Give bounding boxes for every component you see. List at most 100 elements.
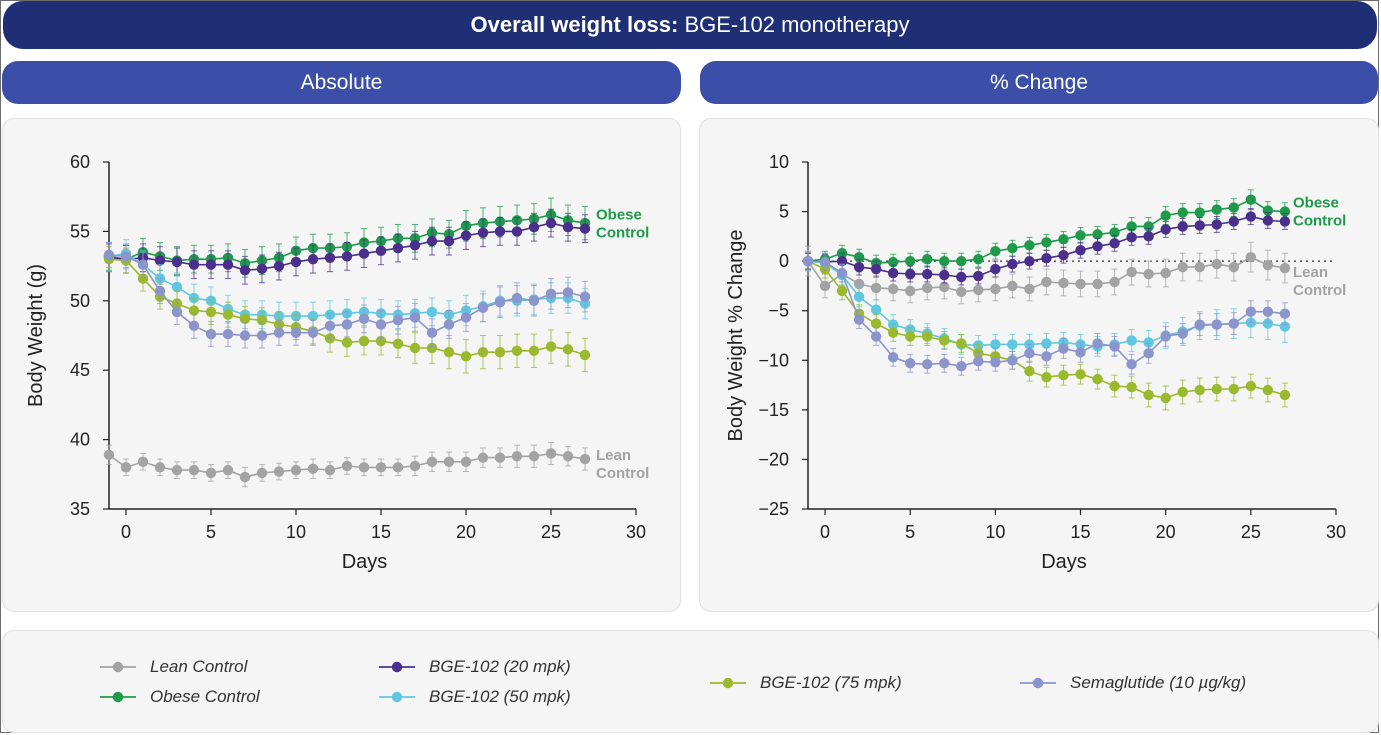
pct-point-sema [1228,318,1240,329]
abs-y-axis-label: Body Weight (g) [25,264,47,407]
pct-y-axis-label: Body Weight % Change [725,230,747,442]
legend-swatch-sema [1020,677,1056,689]
abs-point-sema [477,302,489,313]
pct-point-bge20 [870,263,882,275]
legend [2,630,1379,733]
abs-point-sema [154,285,166,297]
pct-point-bge75 [870,318,882,329]
legend-item-lean: Lean Control [100,655,247,679]
abs-x-tick-label: 5 [206,522,216,542]
pct-point-sema [853,314,865,325]
abs-point-bge75 [409,342,421,354]
abs-annotation-obese: Control [596,225,649,242]
pct-point-lean [904,285,916,297]
abs-point-sema [460,312,472,323]
pct-point-lean [1058,277,1069,289]
abs-series-lean [103,441,591,488]
abs-point-bge20 [511,226,523,237]
legend-swatch-bge75 [710,677,746,689]
pct-point-bge20 [1092,241,1103,252]
abs-point-lean [392,462,404,473]
abs-point-sema [426,327,438,338]
pct-point-bge50 [1041,338,1052,349]
abs-point-lean [137,456,149,468]
pct-point-bge50 [1007,339,1018,350]
abs-point-bge75 [341,337,353,348]
pct-point-lean [1126,266,1137,278]
abs-point-bge20 [375,245,387,257]
abs-point-bge75 [579,349,591,361]
pct-point-sema [1024,348,1035,359]
pct-point-obese [1092,229,1103,240]
pct-point-bge75 [1262,384,1274,396]
pct-point-sema [836,267,848,279]
pct-y-tick-label: 5 [779,202,789,222]
abs-point-bge20 [494,226,506,237]
abs-point-sema [341,319,353,330]
abs-point-sema [494,296,506,308]
legend-item-bge50: BGE-102 (50 mpk) [379,685,571,709]
abs-point-sema [273,327,285,338]
pct-point-obese [973,253,984,265]
abs-point-sema [256,330,268,341]
pct-point-bge20 [1126,232,1137,243]
abs-point-sema [137,259,149,270]
abs-point-sema [443,319,455,330]
pct-y-tick-label: 0 [779,251,789,271]
abs-point-lean [256,467,268,479]
abs-point-sema [358,313,370,325]
pct-point-lean [1092,278,1103,290]
pct-point-bge20 [1041,252,1052,264]
abs-point-lean [103,449,115,461]
pct-point-bge20 [1007,258,1018,270]
pct-point-bge50 [1262,318,1274,329]
abs-point-bge20 [341,251,353,262]
pct-point-sema [1245,306,1257,317]
abs-point-lean [477,452,489,463]
pct-point-sema [922,359,933,370]
pct-point-bge20 [1058,249,1069,261]
pct-point-lean [1262,259,1274,271]
pct-point-bge75 [1041,371,1052,383]
pct-point-bge75 [836,285,848,297]
legend-item-bge20: BGE-102 (20 mpk) [379,655,571,679]
abs-x-tick-label: 15 [371,522,391,542]
abs-point-bge50 [426,306,438,318]
legend-item-obese: Obese Control [100,685,260,709]
abs-point-bge75 [494,346,506,358]
pct-point-bge75 [1109,380,1120,392]
abs-x-tick-label: 25 [541,522,561,542]
abs-point-sema [120,251,132,262]
abs-point-lean [494,452,506,463]
pct-point-bge20 [1279,216,1291,227]
pct-point-obese [1160,210,1171,221]
legend-label-obese: Obese Control [150,687,260,706]
pct-y-tick-label: −20 [758,449,789,469]
abs-point-sema [511,292,523,304]
pct-point-sema [990,357,1001,368]
abs-point-bge75 [392,338,404,350]
abs-point-bge20 [171,256,183,268]
pct-point-obese [853,251,865,263]
pct-point-sema [802,255,814,267]
abs-point-sema [222,328,234,340]
pct-point-lean [1194,261,1205,273]
pct-point-lean [939,281,950,293]
legend-swatch-lean [100,661,136,673]
pct-point-lean [1160,267,1171,279]
abs-point-bge20 [426,235,438,247]
abs-point-bge20 [545,217,557,229]
abs-point-bge75 [562,344,574,355]
pct-point-bge75 [1024,365,1035,377]
pct-point-bge20 [1143,231,1154,242]
pct-point-bge20 [1245,211,1257,222]
abs-point-lean [188,464,200,476]
abs-point-bge20 [358,248,370,259]
pct-point-bge75 [1160,392,1171,404]
abs-point-sema [579,291,591,302]
figure-title: Overall weight loss: BGE-102 monotherapy [3,1,1377,49]
pct-point-lean [870,282,882,294]
pct-point-obese [990,246,1001,257]
abs-y-tick-label: 50 [70,291,90,311]
